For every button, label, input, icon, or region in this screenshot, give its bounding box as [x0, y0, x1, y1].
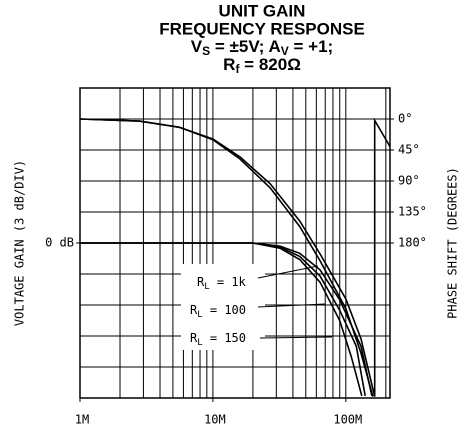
- annotation-text: = 150: [203, 331, 246, 345]
- annotation-leader: [257, 303, 326, 308]
- series-line: [80, 118, 374, 397]
- y2-tick-label: 90°: [398, 174, 420, 188]
- title-line: FREQUENCY RESPONSE: [159, 19, 365, 38]
- annotation-text: = 1k: [210, 275, 247, 289]
- annotation-leader: [259, 336, 333, 339]
- y2-tick-label: 0°: [398, 112, 412, 126]
- subscript: S: [202, 44, 210, 58]
- subtitle-part: = +1;: [289, 37, 333, 56]
- x-tick-label: 10M: [204, 413, 226, 427]
- subtitle-part: = ±5V; A: [210, 37, 281, 56]
- annotation: RL = 100: [190, 303, 246, 320]
- subscript: f: [235, 62, 240, 76]
- annotation-text: = 100: [203, 303, 246, 317]
- y-tick-label: 0 dB: [45, 236, 74, 250]
- x-tick-label: 1M: [75, 413, 89, 427]
- x-tick-label: 100M: [333, 413, 362, 427]
- annotation: RL = 150: [190, 331, 246, 348]
- y2-tick-label: 45°: [398, 143, 420, 157]
- subscript: V: [281, 44, 289, 58]
- subtitle-line: Rf = 820Ω: [223, 55, 301, 76]
- annotation-sub: L: [204, 282, 209, 292]
- annotation-sub: L: [197, 310, 202, 320]
- subtitle-part: V: [191, 37, 203, 56]
- annotation-main: R: [190, 303, 198, 317]
- subtitle-line: VS = ±5V; AV = +1;: [191, 37, 333, 58]
- series-line: [80, 242, 363, 397]
- annotation-leader: [257, 265, 319, 279]
- y2-tick-label: 180°: [398, 236, 427, 250]
- subtitle-part: R: [223, 55, 235, 74]
- annotation-main: R: [190, 331, 198, 345]
- annotation-main: R: [197, 275, 205, 289]
- label-background: [181, 264, 265, 350]
- annotation-sub: L: [197, 338, 202, 348]
- series-line: [80, 117, 390, 397]
- annotation: RL = 1k: [197, 275, 247, 292]
- y2-axis-label: PHASE SHIFT (DEGREES): [446, 167, 460, 319]
- y2-tick-label: 135°: [398, 205, 427, 219]
- title-line: UNIT GAIN: [219, 1, 306, 20]
- y-axis-label: VOLTAGE GAIN (3 dB/DIV): [13, 160, 27, 326]
- subtitle-part: = 820Ω: [239, 55, 300, 74]
